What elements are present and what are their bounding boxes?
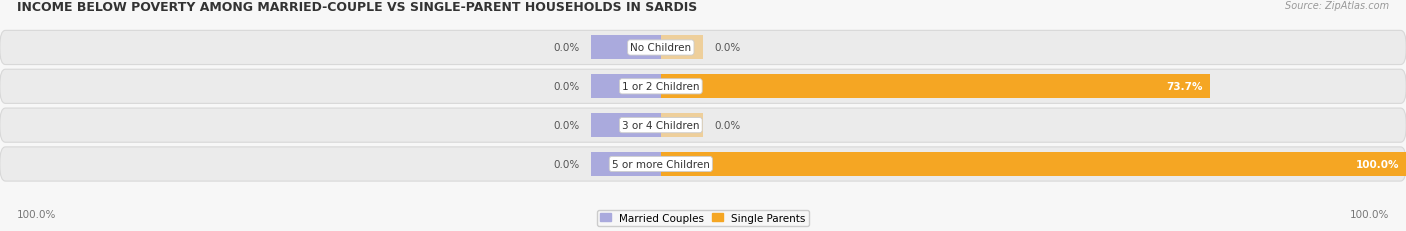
Text: Source: ZipAtlas.com: Source: ZipAtlas.com (1285, 1, 1389, 11)
Bar (591, 114, 661, 138)
FancyBboxPatch shape (0, 31, 1406, 65)
Text: 73.7%: 73.7% (1167, 82, 1204, 92)
FancyBboxPatch shape (0, 109, 1406, 143)
Text: No Children: No Children (630, 43, 692, 53)
Text: 100.0%: 100.0% (17, 210, 56, 219)
Text: 3 or 4 Children: 3 or 4 Children (621, 121, 700, 131)
Bar (661, 114, 703, 138)
FancyBboxPatch shape (0, 147, 1406, 181)
Text: INCOME BELOW POVERTY AMONG MARRIED-COUPLE VS SINGLE-PARENT HOUSEHOLDS IN SARDIS: INCOME BELOW POVERTY AMONG MARRIED-COUPL… (17, 1, 697, 14)
Text: 0.0%: 0.0% (553, 159, 579, 169)
Text: 0.0%: 0.0% (553, 43, 579, 53)
Bar (591, 75, 661, 99)
Bar (661, 36, 703, 60)
Text: 0.0%: 0.0% (553, 82, 579, 92)
Text: 100.0%: 100.0% (1350, 210, 1389, 219)
Text: 5 or more Children: 5 or more Children (612, 159, 710, 169)
Text: 1 or 2 Children: 1 or 2 Children (621, 82, 700, 92)
Text: 0.0%: 0.0% (714, 43, 741, 53)
Text: 0.0%: 0.0% (714, 121, 741, 131)
Bar (661, 75, 1211, 99)
FancyBboxPatch shape (0, 70, 1406, 104)
Text: 0.0%: 0.0% (553, 121, 579, 131)
Bar (591, 36, 661, 60)
Bar (661, 152, 1406, 176)
Text: 100.0%: 100.0% (1355, 159, 1399, 169)
Bar (591, 152, 661, 176)
Legend: Married Couples, Single Parents: Married Couples, Single Parents (598, 210, 808, 226)
